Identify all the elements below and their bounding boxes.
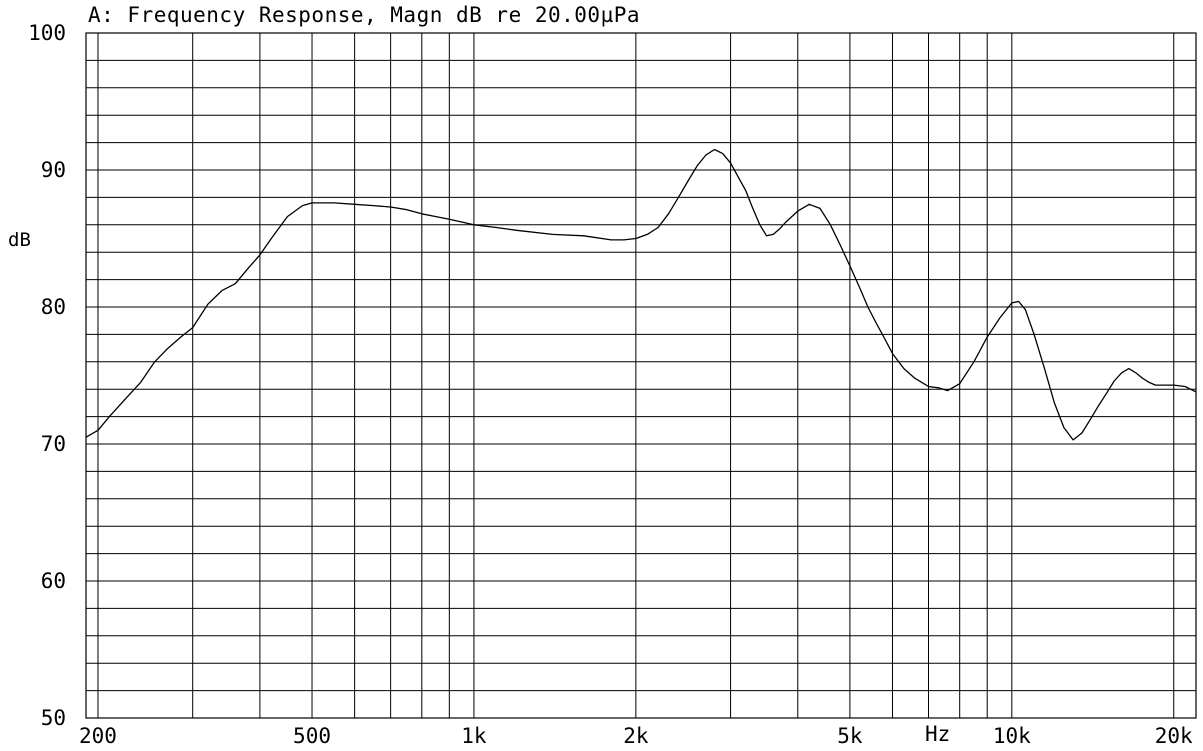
- y-axis-label: dB: [8, 229, 31, 251]
- y-tick-labels: 50 60 70 80 90 100: [28, 21, 66, 730]
- y-tick-label: 90: [41, 158, 66, 182]
- y-tick-label: 60: [41, 569, 66, 593]
- y-tick-label: 80: [41, 295, 66, 319]
- y-tick-label: 100: [28, 21, 66, 45]
- x-tick-label: 500: [293, 724, 331, 748]
- y-tick-label: 70: [41, 432, 66, 456]
- x-tick-label: 10k: [993, 724, 1031, 748]
- y-tick-label: 50: [41, 706, 66, 730]
- x-tick-label: 20k: [1155, 724, 1193, 748]
- x-tick-label: 1k: [461, 724, 487, 748]
- chart-title: A: Frequency Response, Magn dB re 20.00µ…: [88, 3, 641, 27]
- x-tick-label: 200: [79, 724, 117, 748]
- plot-frame: [85, 32, 1197, 719]
- x-tick-label: 2k: [623, 724, 649, 748]
- series-group: [85, 148, 1197, 441]
- grid-lines: [85, 32, 1197, 719]
- x-axis-unit-label: Hz: [925, 722, 951, 746]
- series-line: [85, 148, 1197, 441]
- x-tick-label: 5k: [837, 724, 863, 748]
- x-tick-labels: 200 500 1k 2k 5k 10k 20k: [79, 724, 1193, 748]
